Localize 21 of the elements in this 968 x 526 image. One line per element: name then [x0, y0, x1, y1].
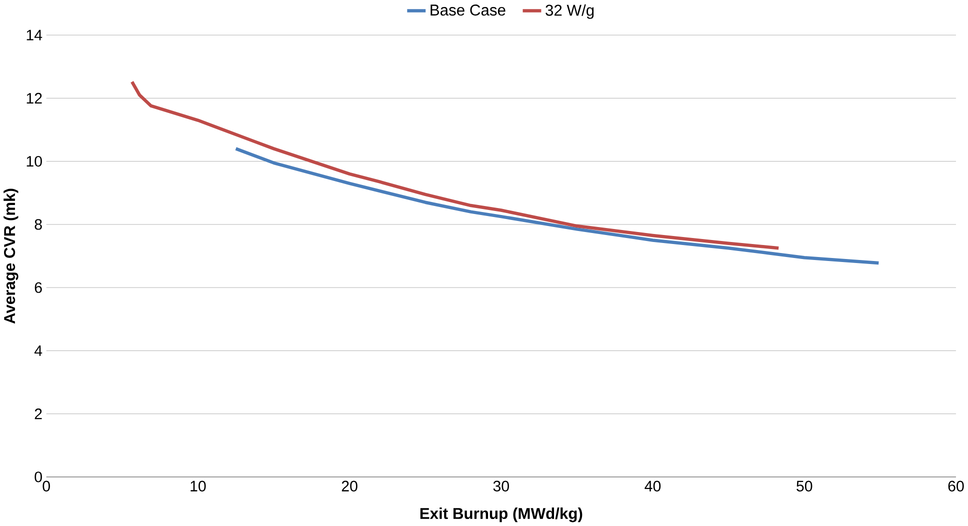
y-tick-label: 12 [26, 93, 42, 104]
x-tick-label: 30 [493, 480, 509, 492]
y-tick-label: 0 [34, 472, 42, 482]
y-axis-title: Average CVR (mk) [4, 188, 18, 324]
y-tick-label: 10 [26, 156, 42, 167]
x-axis-title: Exit Burnup (MWd/kg) [420, 508, 582, 522]
x-tick-label: 10 [190, 480, 206, 492]
y-tick-label: 4 [34, 346, 42, 356]
y-tick-label: 2 [34, 408, 42, 420]
y-tick-label: 6 [34, 282, 42, 294]
line-series [234, 147, 880, 265]
y-tick-label: 8 [34, 219, 42, 230]
x-tick-label: 20 [342, 480, 358, 492]
y-tick-label: 14 [26, 30, 42, 40]
x-tick-label: 50 [796, 480, 812, 492]
x-tick-label: 60 [948, 480, 964, 492]
legend-label: Base Case [430, 4, 506, 16]
legend-label: 32 W/g [546, 4, 594, 20]
x-tick-label: 0 [42, 480, 50, 492]
x-tick-label: 40 [644, 480, 661, 492]
line-series [130, 80, 780, 250]
